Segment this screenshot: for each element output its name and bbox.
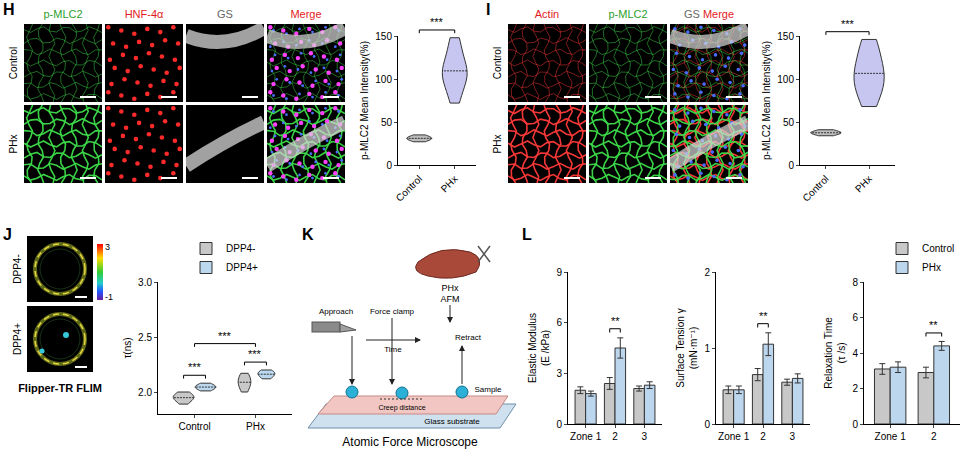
svg-text:6: 6 [556,317,562,328]
svg-text:Merge: Merge [290,8,321,20]
svg-text:Control: Control [492,47,503,79]
svg-text:**: ** [759,310,768,322]
svg-text:DPP4-: DPP4- [12,254,23,283]
svg-text:J: J [3,226,12,243]
svg-text:Glass substrate: Glass substrate [424,417,480,426]
svg-text:***: *** [841,18,855,30]
svg-text:8: 8 [852,277,858,288]
svg-text:2: 2 [704,267,710,278]
svg-text:p-MLC2 Mean Intensity(%): p-MLC2 Mean Intensity(%) [761,41,772,160]
svg-text:Control: Control [178,421,210,432]
svg-text:H: H [3,1,15,18]
svg-text:0: 0 [704,419,710,430]
svg-text:PHx: PHx [246,421,265,432]
svg-text:4: 4 [852,348,858,359]
svg-text:p-MLC2: p-MLC2 [608,8,647,20]
svg-text:PHx: PHx [439,173,460,194]
svg-text:50: 50 [783,117,795,128]
svg-text:Relaxation Time(τ /s): Relaxation Time(τ /s) [823,317,847,389]
svg-text:PHx: PHx [922,262,941,273]
svg-text:3: 3 [105,242,110,252]
svg-text:***: *** [218,330,232,342]
svg-text:50: 50 [381,117,393,128]
svg-text:Surface Tension γ(mN·m⁻¹): Surface Tension γ(mN·m⁻¹) [675,308,699,387]
svg-text:Atomic Force Microscope: Atomic Force Microscope [342,435,478,449]
svg-text:DPP4-: DPP4- [226,243,255,254]
svg-text:Control: Control [800,173,831,204]
svg-text:Zone 1: Zone 1 [570,431,602,442]
svg-text:-1: -1 [105,292,113,302]
svg-text:***: *** [248,348,262,360]
svg-text:2.0: 2.0 [138,387,152,398]
svg-text:Control: Control [394,173,425,204]
svg-text:K: K [302,226,314,243]
svg-text:PHx: PHx [492,135,503,154]
svg-text:9: 9 [556,267,562,278]
svg-text:**: ** [929,319,938,331]
svg-text:2: 2 [852,383,858,394]
svg-text:GS: GS [217,8,233,20]
svg-text:Retract: Retract [455,333,482,342]
svg-text:Flipper-TR FLIM: Flipper-TR FLIM [18,382,102,394]
svg-text:6: 6 [852,312,858,323]
svg-text:PHx: PHx [441,283,459,293]
svg-text:0: 0 [556,419,562,430]
svg-text:Force clamp: Force clamp [370,307,415,316]
svg-text:AFM: AFM [441,294,460,304]
svg-text:2: 2 [760,431,766,442]
svg-text:Zone 1: Zone 1 [875,431,907,442]
svg-text:HNF-4α: HNF-4α [125,8,164,20]
svg-text:***: *** [430,16,444,28]
svg-text:DPP4+: DPP4+ [226,262,258,273]
svg-text:3.0: 3.0 [138,277,152,288]
svg-text:Control: Control [8,47,19,79]
svg-text:Zone 1: Zone 1 [718,431,750,442]
svg-text:Sample: Sample [474,385,502,394]
svg-text:PHx: PHx [853,173,874,194]
svg-text:3: 3 [642,431,648,442]
svg-text:p-MLC2: p-MLC2 [43,8,82,20]
svg-text:150: 150 [777,31,794,42]
svg-text:τ(ns): τ(ns) [122,337,133,358]
svg-text:1: 1 [704,343,710,354]
svg-text:L: L [522,226,532,243]
svg-text:100: 100 [777,74,794,85]
svg-text:2: 2 [931,431,937,442]
svg-text:***: *** [188,361,202,373]
svg-text:Elastic Modulus(E /kPa): Elastic Modulus(E /kPa) [527,313,551,383]
svg-text:3: 3 [790,431,796,442]
svg-text:150: 150 [375,31,392,42]
svg-text:0: 0 [852,419,858,430]
svg-text:0: 0 [788,160,794,171]
svg-text:Time: Time [384,345,402,354]
svg-text:I: I [486,1,490,18]
svg-text:DPP4+: DPP4+ [12,323,23,355]
svg-text:p-MLC2 Mean Intensity(%): p-MLC2 Mean Intensity(%) [359,41,370,160]
svg-text:Creep distance: Creep distance [378,404,425,412]
svg-text:0: 0 [386,160,392,171]
svg-text:100: 100 [375,74,392,85]
svg-text:Actin: Actin [535,8,559,20]
svg-text:**: ** [611,315,620,327]
svg-text:GS Merge: GS Merge [684,8,734,20]
svg-text:2: 2 [612,431,618,442]
svg-text:2.5: 2.5 [138,332,152,343]
svg-text:Control: Control [922,243,954,254]
svg-text:Approach: Approach [319,307,353,316]
svg-text:3: 3 [556,368,562,379]
svg-text:PHx: PHx [8,135,19,154]
